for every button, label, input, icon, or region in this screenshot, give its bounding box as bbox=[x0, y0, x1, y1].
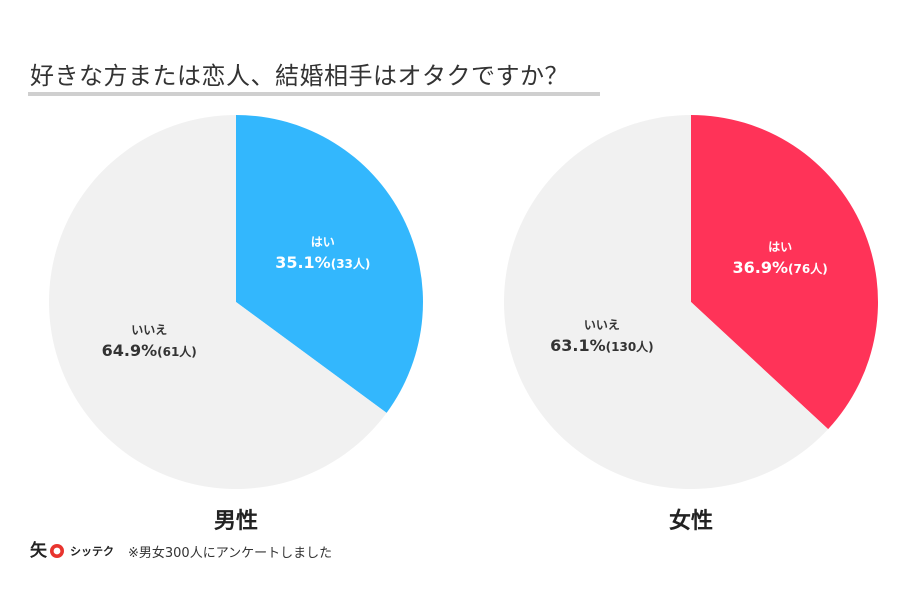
pie-slice-male-yes bbox=[236, 115, 423, 413]
pie-slice-female-no bbox=[504, 115, 829, 490]
slice-value-female-yes: 36.9%(76人) bbox=[733, 258, 828, 277]
title-underline bbox=[28, 92, 600, 96]
slice-label-female-yes: はい bbox=[768, 240, 792, 254]
slice-value-male-yes: 35.1%(33人) bbox=[275, 253, 370, 272]
page-title: 好きな方または恋人、結婚相手はオタクですか？ bbox=[30, 62, 569, 90]
slice-label-male-no: いいえ bbox=[131, 323, 167, 337]
svg-text:矢: 矢 bbox=[30, 540, 48, 561]
slice-label-female-no: いいえ bbox=[584, 318, 620, 332]
footer-brand: シッテク bbox=[70, 545, 114, 558]
pie-slice-female-yes bbox=[691, 115, 879, 430]
pie-slice-male-no bbox=[48, 115, 387, 489]
chart-title-female: 女性 bbox=[669, 508, 713, 534]
footer-note: ※男女300人にアンケートしました bbox=[128, 546, 333, 561]
slice-value-male-no: 64.9%(61人) bbox=[102, 341, 197, 360]
shitteku-logo-icon: 矢 bbox=[30, 540, 64, 561]
slice-value-female-no: 63.1%(130人) bbox=[550, 336, 654, 355]
slice-label-male-yes: はい bbox=[311, 235, 335, 249]
chart-title-male: 男性 bbox=[214, 509, 258, 534]
